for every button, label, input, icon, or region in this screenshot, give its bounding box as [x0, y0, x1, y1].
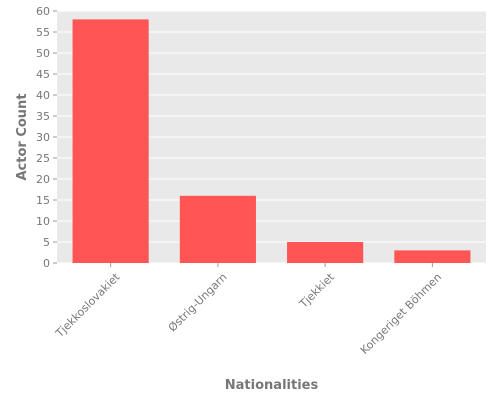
y-tick-label: 60 — [36, 5, 50, 18]
y-tick-label: 50 — [36, 47, 50, 60]
bar — [179, 195, 256, 263]
x-tick-label: Kongeriget Böhmen — [358, 271, 444, 357]
y-tick-label: 0 — [43, 257, 50, 270]
x-tick-label: Østrig-Ungarn — [166, 271, 230, 335]
x-axis-title: Nationalities — [225, 378, 319, 393]
y-tick-label: 30 — [36, 131, 50, 144]
y-axis-ticks: 0 5 10 15 20 25 30 35 40 45 50 55 60 — [36, 5, 57, 270]
y-tick-label: 15 — [36, 194, 50, 207]
y-tick-label: 5 — [43, 236, 50, 249]
y-axis-title: Actor Count — [15, 93, 30, 180]
y-tick-label: 20 — [36, 173, 50, 186]
x-tick-label: Tjekkoslovakiet — [52, 270, 122, 340]
y-tick-label: 55 — [36, 26, 50, 39]
bar — [394, 250, 471, 263]
x-axis-ticks: Tjekkoslovakiet Østrig-Ungarn Tjekkiet Kong… — [52, 263, 444, 357]
y-tick-label: 35 — [36, 110, 50, 123]
bar — [287, 242, 364, 263]
y-tick-label: 45 — [36, 68, 50, 81]
y-tick-label: 10 — [36, 215, 50, 228]
bar — [72, 19, 149, 264]
x-tick-label: Tjekkiet — [296, 270, 337, 311]
y-tick-label: 25 — [36, 152, 50, 165]
y-tick-label: 40 — [36, 89, 50, 102]
bars — [72, 19, 471, 264]
